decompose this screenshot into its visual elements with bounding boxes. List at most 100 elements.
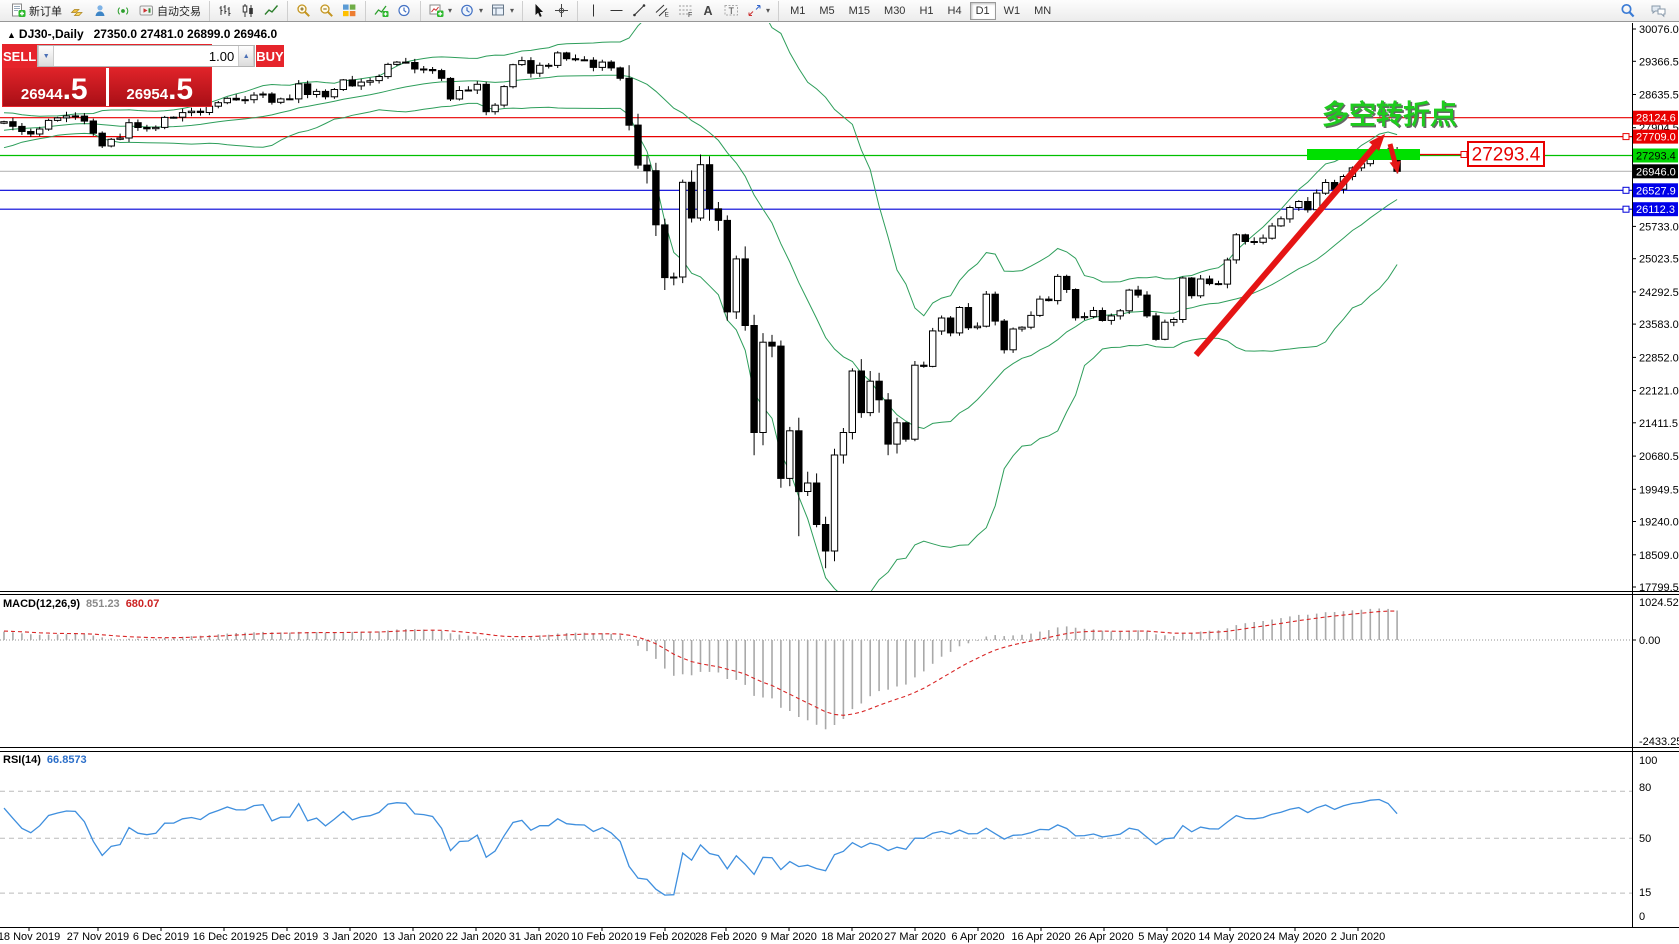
one-click-trade-panel: SELL ▼ ▲ BUY 26944 .5 26954 .5: [2, 44, 284, 107]
candles: [0, 51, 1401, 569]
chat-icon[interactable]: [1647, 1, 1670, 20]
sell-button[interactable]: SELL: [3, 45, 37, 67]
vertical-line-tool[interactable]: [582, 1, 605, 20]
periods-button[interactable]: [393, 1, 416, 20]
fibonacci-tool[interactable]: F: [674, 1, 697, 20]
timeframe-m5[interactable]: M5: [819, 4, 835, 17]
periods-icon: [398, 4, 410, 17]
channel-icon: E: [655, 4, 670, 18]
svg-text:6 Dec 2019: 6 Dec 2019: [133, 931, 189, 943]
fibonacci-icon: F: [679, 5, 692, 18]
timeframe-h4[interactable]: H4: [947, 4, 962, 17]
macd-signal-value: 680.07: [125, 598, 160, 610]
buy-price-main: 26954: [126, 85, 169, 103]
horizontal-line-tool[interactable]: [605, 1, 628, 20]
new-chart-button[interactable]: ▾: [425, 1, 456, 20]
label-icon: T: [724, 5, 739, 16]
zoom-out-icon: [320, 4, 333, 17]
text-label-tool[interactable]: T: [720, 1, 743, 20]
candle-chart-button[interactable]: [237, 1, 260, 20]
svg-text:26 Apr 2020: 26 Apr 2020: [1074, 931, 1133, 943]
svg-text:10 Feb 2020: 10 Feb 2020: [571, 931, 633, 943]
svg-text:6 Apr 2020: 6 Apr 2020: [951, 931, 1004, 943]
toolbar: 新订单 自动交易 ▾ ▾ ▾ E F A T ▾ M1 M5 M15 M30 H1 H4 D1 W1 MN: [0, 0, 1679, 22]
svg-text:-2433.25: -2433.25: [1639, 736, 1679, 748]
svg-text:2 Jun 2020: 2 Jun 2020: [1331, 931, 1385, 943]
text-tool[interactable]: A: [697, 1, 720, 20]
svg-text:26112.3: 26112.3: [1636, 204, 1675, 216]
svg-text:0.00: 0.00: [1639, 635, 1660, 647]
dropdown-arrow-icon[interactable]: ▾: [510, 6, 515, 15]
svg-text:28 Feb 2020: 28 Feb 2020: [695, 931, 757, 943]
symbol-marker-icon: ▲: [7, 30, 16, 40]
dropdown-arrow-icon[interactable]: ▾: [766, 6, 771, 15]
chart-candles-icon: [242, 4, 253, 17]
timeframe-m30[interactable]: M30: [884, 4, 906, 17]
timeframe-d1[interactable]: D1: [969, 1, 996, 20]
community-button[interactable]: [89, 1, 112, 20]
svg-text:多空转折点: 多空转折点: [1324, 101, 1459, 132]
timeframe-h1[interactable]: H1: [919, 4, 934, 17]
bar-chart-button[interactable]: [214, 1, 237, 20]
new-order-button[interactable]: 新订单: [7, 1, 66, 21]
volume-decrease-button[interactable]: ▼: [38, 46, 55, 66]
auto-trading-button[interactable]: 自动交易: [135, 1, 205, 21]
volume-increase-button[interactable]: ▲: [238, 46, 255, 66]
annotation-green-zone[interactable]: [1307, 149, 1420, 160]
signal-icon: [117, 7, 129, 15]
zoom-out-button[interactable]: [315, 1, 338, 20]
line-chart-button[interactable]: [260, 1, 283, 20]
macd-name: MACD(12,26,9): [3, 598, 81, 610]
horizontal-price-lines[interactable]: [0, 117, 1632, 210]
svg-text:22852.0: 22852.0: [1639, 352, 1679, 364]
zoom-in-button[interactable]: [292, 1, 315, 20]
timeframe-mn[interactable]: MN: [1034, 4, 1052, 17]
svg-text:27 Nov 2019: 27 Nov 2019: [67, 931, 129, 943]
hline-icon: [610, 10, 623, 11]
svg-text:18 Nov 2019: 18 Nov 2019: [0, 931, 60, 943]
timeframe-m15[interactable]: M15: [848, 4, 871, 17]
dropdown-arrow-icon[interactable]: ▾: [448, 6, 453, 15]
tile-windows-icon: [343, 4, 356, 17]
panel-borders: [0, 23, 1679, 928]
svg-text:20680.5: 20680.5: [1639, 451, 1679, 463]
annotation-trend-arrow[interactable]: [1193, 134, 1385, 357]
search-icon[interactable]: [1616, 1, 1639, 20]
svg-text:17799.5: 17799.5: [1639, 582, 1679, 594]
signals-button[interactable]: [112, 1, 135, 20]
annotation-price-tag[interactable]: 27293.4: [1420, 141, 1545, 167]
equidistant-channel-tool[interactable]: E: [651, 1, 674, 20]
timeframe-w1[interactable]: W1: [1003, 4, 1021, 17]
svg-text:80: 80: [1639, 782, 1651, 794]
profiles-button[interactable]: ▾: [456, 1, 487, 20]
price-line-labels: 28124.6 27709.0 27293.4 26946.0 26527.9 26112…: [1622, 110, 1678, 217]
vline-icon: [593, 4, 595, 17]
indicators-button[interactable]: [370, 1, 393, 20]
market-watch-button[interactable]: [66, 1, 89, 20]
crosshair-tool-button[interactable]: [550, 1, 573, 20]
svg-text:31 Jan 2020: 31 Jan 2020: [509, 931, 570, 943]
sell-price[interactable]: 26944 .5: [3, 68, 106, 106]
buy-button[interactable]: BUY: [256, 45, 284, 67]
tile-windows-button[interactable]: [338, 1, 361, 20]
cursor-tool-button[interactable]: [527, 1, 550, 20]
templates-icon: [492, 4, 505, 16]
rsi-value: 66.8573: [46, 754, 87, 766]
crosshair-icon: [555, 4, 569, 17]
auto-trading-icon: [139, 5, 153, 16]
trendline-tool[interactable]: [628, 1, 651, 20]
volume-input[interactable]: [54, 46, 239, 66]
chart-title: ▲ DJ30-,Daily 27350.0 27481.0 26899.0 2694…: [7, 27, 277, 41]
timeframe-m1[interactable]: M1: [790, 4, 806, 17]
templates-button[interactable]: ▾: [487, 1, 518, 20]
buy-price[interactable]: 26954 .5: [108, 68, 211, 106]
buy-price-pips: .5: [168, 73, 194, 106]
chat-icon: [1651, 5, 1666, 18]
annotation-down-arrow[interactable]: [1387, 143, 1401, 174]
dropdown-arrow-icon[interactable]: ▾: [479, 6, 484, 15]
zoom-in-icon: [297, 4, 310, 17]
arrows-tool[interactable]: ▾: [743, 1, 774, 20]
svg-text:14 May 2020: 14 May 2020: [1198, 931, 1262, 943]
